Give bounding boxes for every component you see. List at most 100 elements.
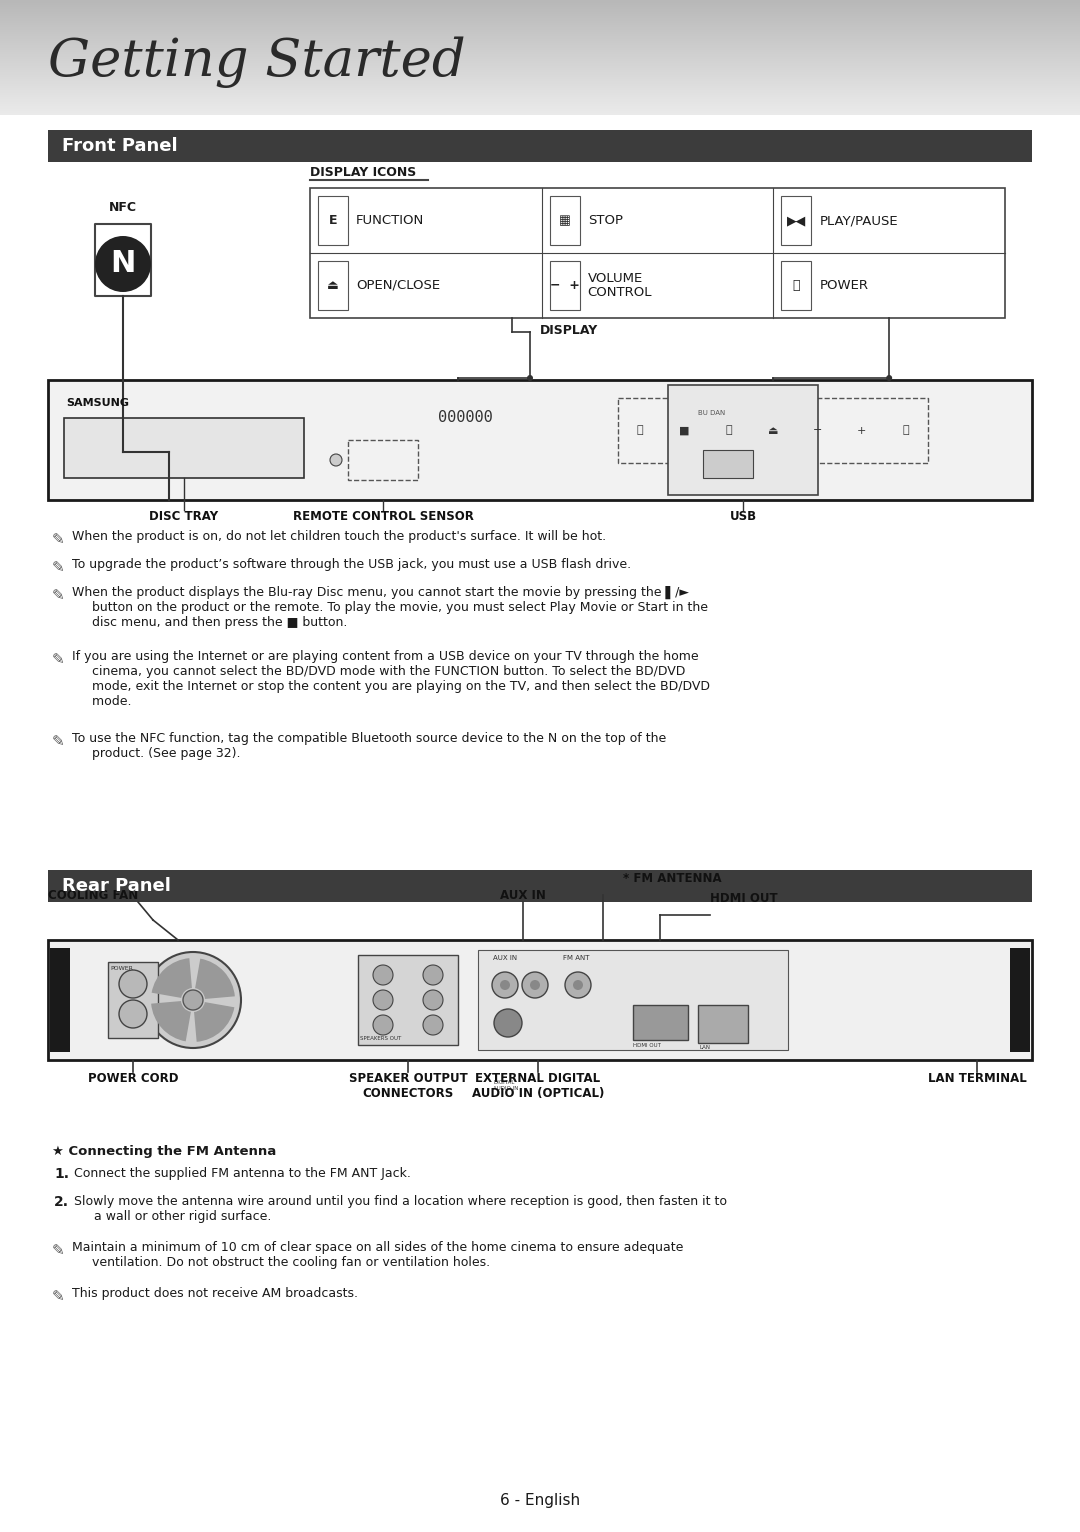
Text: ⏏: ⏏: [327, 279, 339, 293]
Bar: [48, 130, 1032, 162]
Text: POWER: POWER: [820, 279, 868, 293]
Text: STOP: STOP: [588, 214, 623, 227]
Text: DISPLAY ICONS: DISPLAY ICONS: [310, 165, 416, 179]
Text: This product does not receive AM broadcasts.: This product does not receive AM broadca…: [72, 1287, 357, 1301]
Text: ⏯: ⏯: [726, 426, 732, 435]
Bar: [95, 224, 151, 296]
Text: COOLING FAN: COOLING FAN: [48, 889, 138, 902]
Text: LAN: LAN: [700, 1045, 711, 1049]
Text: ▦: ▦: [558, 214, 570, 227]
Circle shape: [530, 980, 540, 990]
Text: HDMI OUT: HDMI OUT: [710, 892, 778, 905]
Text: DISPLAY: DISPLAY: [540, 323, 598, 337]
Text: ⏻: ⏻: [903, 426, 909, 435]
Text: 1.: 1.: [54, 1167, 69, 1181]
Bar: [357, 954, 458, 1045]
Text: PLAY/PAUSE: PLAY/PAUSE: [820, 214, 897, 227]
Text: If you are using the Internet or are playing content from a USB device on your T: If you are using the Internet or are pla…: [72, 650, 710, 708]
Text: To upgrade the product’s software through the USB jack, you must use a USB flash: To upgrade the product’s software throug…: [72, 558, 631, 571]
Text: REMOTE CONTROL SENSOR: REMOTE CONTROL SENSOR: [293, 510, 473, 522]
Text: OPEN/CLOSE: OPEN/CLOSE: [356, 279, 441, 293]
Circle shape: [373, 990, 393, 1010]
Text: ✎: ✎: [52, 734, 65, 749]
Text: ✎: ✎: [52, 653, 65, 666]
Circle shape: [423, 965, 443, 985]
Text: AUX IN: AUX IN: [500, 889, 545, 902]
Wedge shape: [151, 958, 192, 997]
Text: ✎: ✎: [52, 1242, 65, 1258]
Text: E: E: [328, 214, 337, 227]
Text: FM ANT: FM ANT: [563, 954, 590, 961]
Text: ⏏: ⏏: [768, 426, 779, 435]
Text: ✎: ✎: [52, 561, 65, 574]
Circle shape: [119, 1000, 147, 1028]
Bar: [310, 188, 1005, 319]
Circle shape: [330, 453, 342, 466]
Bar: [550, 196, 580, 245]
Text: AUX IN: AUX IN: [492, 954, 517, 961]
Bar: [1010, 948, 1030, 1052]
Text: ★ Connecting the FM Antenna: ★ Connecting the FM Antenna: [52, 1144, 276, 1158]
Bar: [669, 385, 818, 495]
Circle shape: [373, 965, 393, 985]
Circle shape: [95, 236, 151, 293]
Text: 6 - English: 6 - English: [500, 1494, 580, 1507]
Circle shape: [119, 970, 147, 997]
Text: Slowly move the antenna wire around until you find a location where reception is: Slowly move the antenna wire around unti…: [75, 1195, 727, 1223]
Text: SPEAKERS OUT: SPEAKERS OUT: [360, 1036, 402, 1042]
Text: NFC: NFC: [109, 201, 137, 214]
Text: ✎: ✎: [52, 588, 65, 604]
Text: EXTERNAL DIGITAL
AUDIO IN (OPTICAL): EXTERNAL DIGITAL AUDIO IN (OPTICAL): [472, 1072, 604, 1100]
Bar: [633, 1005, 688, 1040]
Bar: [48, 380, 1032, 499]
Text: Getting Started: Getting Started: [48, 37, 465, 87]
Bar: [618, 398, 928, 463]
Circle shape: [500, 980, 510, 990]
Bar: [50, 948, 70, 1052]
Wedge shape: [195, 959, 234, 999]
Text: POWER CORD: POWER CORD: [87, 1072, 178, 1085]
Bar: [318, 260, 348, 309]
Circle shape: [183, 990, 203, 1010]
Wedge shape: [151, 1000, 191, 1042]
Bar: [781, 196, 811, 245]
Bar: [48, 941, 1032, 1060]
Circle shape: [423, 990, 443, 1010]
Text: ⏻: ⏻: [793, 279, 800, 293]
Bar: [348, 440, 418, 480]
Bar: [108, 962, 158, 1039]
Text: ✎: ✎: [52, 1288, 65, 1304]
Wedge shape: [194, 1002, 234, 1042]
Text: Rear Panel: Rear Panel: [62, 876, 171, 895]
Text: DISC TRAY: DISC TRAY: [149, 510, 218, 522]
Bar: [64, 418, 303, 478]
Bar: [550, 260, 580, 309]
Text: FUNCTION: FUNCTION: [356, 214, 424, 227]
Circle shape: [573, 980, 583, 990]
Text: ▶◀: ▶◀: [786, 214, 806, 227]
Text: Front Panel: Front Panel: [62, 136, 177, 155]
Circle shape: [527, 375, 534, 381]
Text: * FM ANTENNA: * FM ANTENNA: [623, 872, 721, 885]
Text: Maintain a minimum of 10 cm of clear space on all sides of the home cinema to en: Maintain a minimum of 10 cm of clear spa…: [72, 1241, 684, 1268]
Text: To use the NFC function, tag the compatible Bluetooth source device to the N on : To use the NFC function, tag the compati…: [72, 732, 666, 760]
Text: When the product is on, do not let children touch the product's surface. It will: When the product is on, do not let child…: [72, 530, 606, 542]
Circle shape: [492, 971, 518, 997]
Text: ■: ■: [679, 426, 690, 435]
Text: LAN TERMINAL: LAN TERMINAL: [928, 1072, 1026, 1085]
Text: −  +: − +: [550, 279, 580, 293]
Text: Connect the supplied FM antenna to the FM ANT Jack.: Connect the supplied FM antenna to the F…: [75, 1167, 410, 1180]
Circle shape: [423, 1016, 443, 1036]
Circle shape: [887, 375, 892, 381]
Text: 2.: 2.: [54, 1195, 69, 1209]
Text: +: +: [856, 426, 866, 435]
Text: HDMI OUT: HDMI OUT: [633, 1043, 661, 1048]
Text: ⎕: ⎕: [637, 426, 644, 435]
Circle shape: [494, 1010, 522, 1037]
Circle shape: [373, 1016, 393, 1036]
Text: SPEAKER OUTPUT
CONNECTORS: SPEAKER OUTPUT CONNECTORS: [349, 1072, 468, 1100]
Bar: [698, 1005, 748, 1043]
Text: When the product displays the Blu-ray Disc menu, you cannot start the movie by p: When the product displays the Blu-ray Di…: [72, 587, 708, 630]
Text: −: −: [812, 426, 822, 435]
Circle shape: [145, 951, 241, 1048]
